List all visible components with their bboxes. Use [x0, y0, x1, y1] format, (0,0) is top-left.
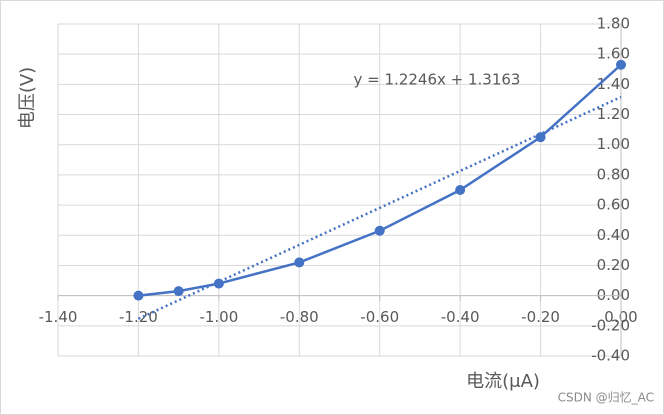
axes: -0.40-0.200.000.200.400.600.801.001.201.…	[39, 15, 638, 365]
data-point	[133, 290, 144, 301]
x-tick-label: -0.20	[521, 308, 560, 326]
x-tick-label: -0.80	[280, 308, 319, 326]
y-tick-label: 0.60	[597, 196, 630, 214]
y-tick-label: 0.40	[597, 226, 630, 244]
x-tick-label: -1.00	[199, 308, 238, 326]
data-point	[535, 132, 546, 143]
data-point	[616, 59, 626, 70]
watermark: CSDN @归忆_AC	[558, 391, 654, 405]
trendline	[137, 95, 622, 320]
series-line	[138, 63, 622, 297]
y-tick-label: 0.20	[597, 256, 630, 274]
y-tick-label: 1.80	[597, 15, 630, 33]
x-tick-label: -1.20	[119, 308, 158, 326]
y-tick-label: -0.40	[591, 347, 630, 365]
y-tick-label: 1.20	[597, 105, 630, 123]
y-tick-label: 0.80	[597, 165, 630, 183]
plot	[133, 59, 626, 320]
data-point	[213, 278, 224, 289]
x-axis-title: 电流(μA)	[466, 371, 540, 392]
x-tick-label: -0.60	[360, 308, 399, 326]
y-tick-label: -0.20	[591, 316, 630, 334]
y-axis-title: 电压(V)	[17, 67, 38, 129]
x-tick-label: -0.40	[441, 308, 480, 326]
data-point	[294, 257, 305, 268]
y-tick-label: 1.60	[597, 45, 630, 63]
x-tick-label: -1.40	[39, 308, 78, 326]
data-point	[173, 286, 184, 297]
y-tick-label: 1.00	[597, 135, 630, 153]
data-point	[455, 185, 466, 195]
data-point	[374, 225, 385, 236]
trendline-label: y = 1.2246x + 1.3163	[354, 71, 521, 89]
